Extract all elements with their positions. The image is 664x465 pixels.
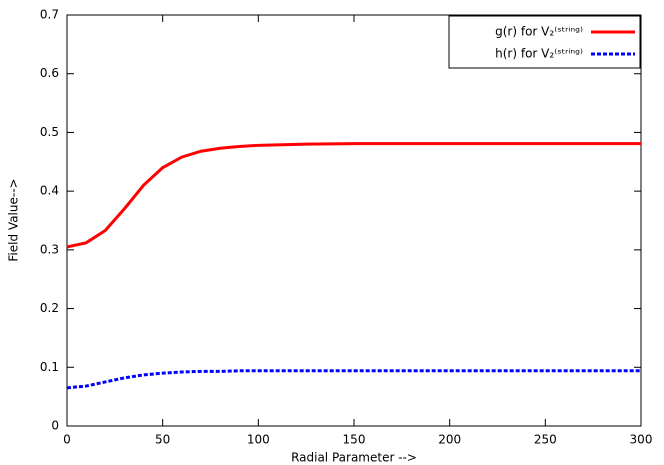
x-tick-label: 100 xyxy=(247,433,270,447)
x-axis-label: Radial Parameter --> xyxy=(291,451,417,465)
legend-label: h(r) for V₂⁽ˢᵗʳⁱⁿᵍ⁾ xyxy=(495,47,583,61)
y-tick-label: 0.4 xyxy=(40,184,59,198)
y-tick-label: 0 xyxy=(51,419,59,433)
x-tick-label: 200 xyxy=(438,433,461,447)
x-tick-label: 50 xyxy=(155,433,170,447)
plot-frame xyxy=(66,14,642,427)
legend-label: g(r) for V₂⁽ˢᵗʳⁱⁿᵍ⁾ xyxy=(495,25,583,39)
y-tick-label: 0.7 xyxy=(40,8,59,22)
x-tick-label: 250 xyxy=(534,433,557,447)
line-series xyxy=(66,369,641,390)
y-tick-label: 0.3 xyxy=(40,242,59,256)
y-tick-label: 0.2 xyxy=(40,301,59,315)
x-tick-label: 300 xyxy=(630,433,653,447)
y-tick-label: 0.6 xyxy=(40,66,59,80)
legend-box xyxy=(448,15,641,69)
y-axis-label: Field Value--> xyxy=(7,178,21,261)
line-series xyxy=(66,142,641,249)
y-tick-label: 0.5 xyxy=(40,125,59,139)
y-tick-label: 0.1 xyxy=(40,360,59,374)
x-tick-label: 150 xyxy=(343,433,366,447)
x-tick-label: 0 xyxy=(63,433,71,447)
